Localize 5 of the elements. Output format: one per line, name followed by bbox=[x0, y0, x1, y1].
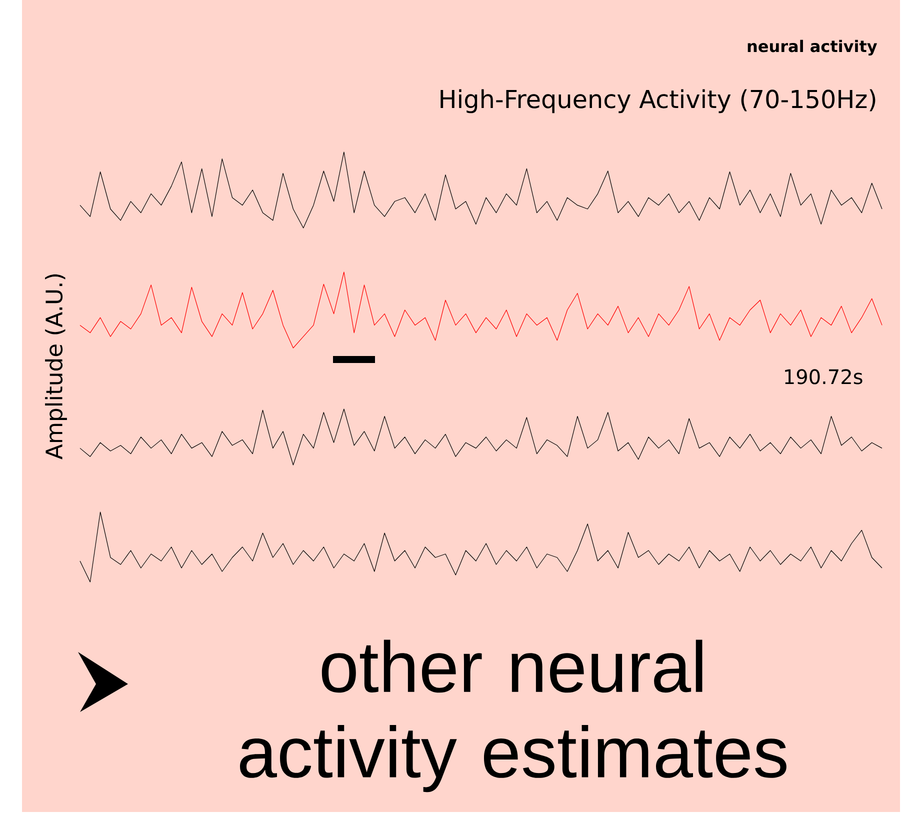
text: other neural activity estimates bbox=[240, 640, 786, 792]
chart-title: neural activity bbox=[748, 40, 878, 56]
y-axis-title: Amplitude (A.U.) bbox=[45, 274, 67, 460]
text: 190.72s bbox=[785, 369, 862, 384]
chart-subtitle: High-Frequency Activity (70-150Hz) bbox=[440, 89, 876, 114]
